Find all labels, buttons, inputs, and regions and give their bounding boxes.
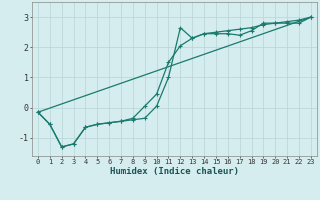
- X-axis label: Humidex (Indice chaleur): Humidex (Indice chaleur): [110, 167, 239, 176]
